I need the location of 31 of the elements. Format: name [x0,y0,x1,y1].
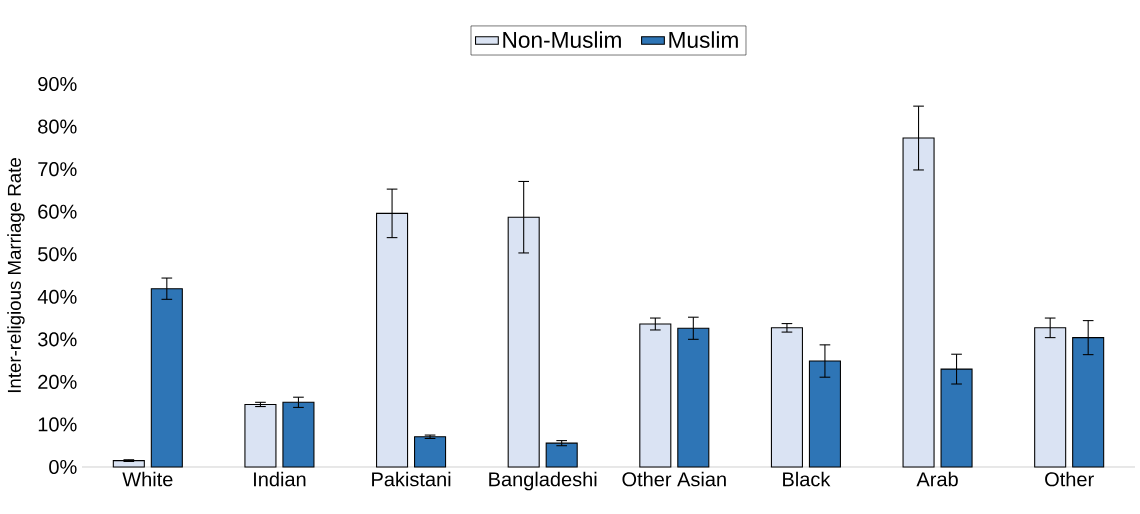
x-tick-label: White [122,471,173,487]
y-tick-label: 50% [38,247,77,262]
y-tick-label: 0% [49,459,77,475]
y-tick-label: 70% [38,162,77,177]
y-tick-label: 80% [38,119,77,134]
x-tick-label: Other [1045,471,1094,487]
x-tick-label: Other Asian [622,471,726,487]
bar [507,216,540,468]
y-tick-label: 90% [38,76,77,92]
bar [639,323,672,468]
y-axis-title: Inter-religious Marriage Rate [7,158,25,393]
x-tick-label: Pakistani [372,471,451,487]
x-tick-label: Bangladeshi [489,471,597,491]
x-tick-label: Black [783,471,831,487]
bar [770,327,803,468]
y-tick-label: 30% [38,332,77,347]
y-tick-label: 40% [37,289,77,304]
bar [282,401,315,468]
legend-label: Muslim [669,31,738,48]
legend-label: Non-Muslim [503,31,621,48]
bar [545,442,578,468]
y-tick-label: 60% [38,204,77,219]
bar [244,403,277,468]
bar [112,460,145,468]
bar [414,436,447,468]
y-tick-label: 20% [38,374,77,389]
y-tick-label: 10% [38,417,77,432]
bar [376,212,409,468]
x-tick-label: Indian [254,471,306,487]
bar [677,327,710,468]
x-tick-label: Arab [916,471,958,487]
